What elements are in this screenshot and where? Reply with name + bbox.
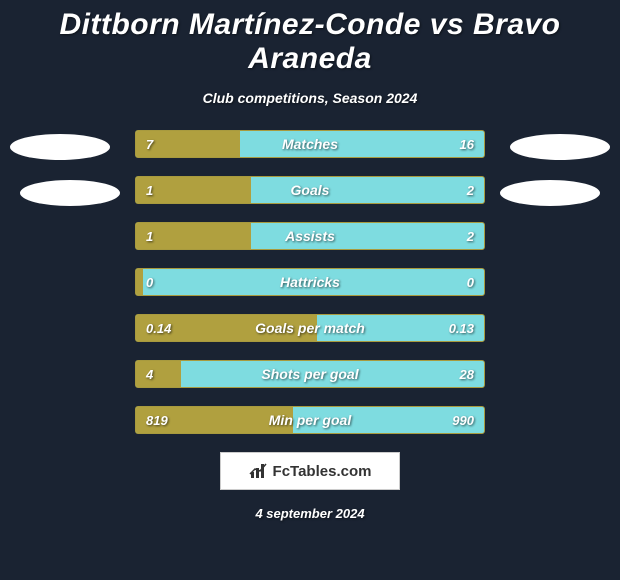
date-text: 4 september 2024 (0, 506, 620, 521)
avatar-placeholder-right-1 (510, 134, 610, 160)
avatar-placeholder-left-1 (10, 134, 110, 160)
bar-label: Shots per goal (136, 361, 484, 387)
bar-label: Min per goal (136, 407, 484, 433)
bar-row: 819Min per goal990 (135, 406, 485, 434)
bar-value-right: 2 (467, 177, 474, 203)
brand-text: FcTables.com (273, 463, 372, 480)
page-title: Dittborn Martínez-Conde vs Bravo Araneda (0, 0, 620, 76)
bar-label: Goals per match (136, 315, 484, 341)
bar-row: 1Goals2 (135, 176, 485, 204)
bar-row: 0.14Goals per match0.13 (135, 314, 485, 342)
bar-value-right: 0.13 (449, 315, 474, 341)
comparison-chart: 7Matches16 1Goals2 1Assists2 0Hattricks0 0.1… (0, 130, 620, 434)
bar-label: Hattricks (136, 269, 484, 295)
chart-icon (249, 462, 269, 480)
bar-label: Goals (136, 177, 484, 203)
bar-value-right: 2 (467, 223, 474, 249)
bar-label: Matches (136, 131, 484, 157)
bars-container: 7Matches16 1Goals2 1Assists2 0Hattricks0 0.1… (135, 130, 485, 434)
bar-label: Assists (136, 223, 484, 249)
bar-row: 0Hattricks0 (135, 268, 485, 296)
bar-value-right: 0 (467, 269, 474, 295)
bar-value-right: 16 (460, 131, 474, 157)
bar-row: 1Assists2 (135, 222, 485, 250)
bar-row: 7Matches16 (135, 130, 485, 158)
avatar-placeholder-right-2 (500, 180, 600, 206)
bar-value-right: 28 (460, 361, 474, 387)
avatar-placeholder-left-2 (20, 180, 120, 206)
bar-value-right: 990 (452, 407, 474, 433)
subtitle: Club competitions, Season 2024 (0, 90, 620, 106)
bar-row: 4Shots per goal28 (135, 360, 485, 388)
brand-box[interactable]: FcTables.com (220, 452, 400, 490)
